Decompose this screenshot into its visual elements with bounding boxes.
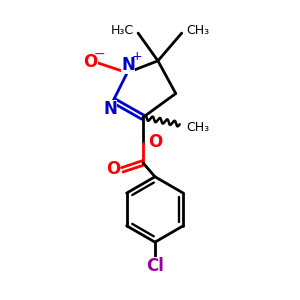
Text: CH₃: CH₃	[186, 24, 209, 37]
Text: H₃C: H₃C	[111, 24, 134, 37]
Text: O: O	[148, 133, 162, 151]
Text: O: O	[83, 53, 98, 71]
Text: N: N	[121, 56, 135, 74]
Text: +: +	[132, 50, 142, 63]
Text: N: N	[103, 100, 117, 118]
Text: O: O	[106, 160, 121, 178]
Text: Cl: Cl	[146, 257, 164, 275]
Text: −: −	[94, 47, 105, 61]
Text: CH₃: CH₃	[186, 121, 209, 134]
